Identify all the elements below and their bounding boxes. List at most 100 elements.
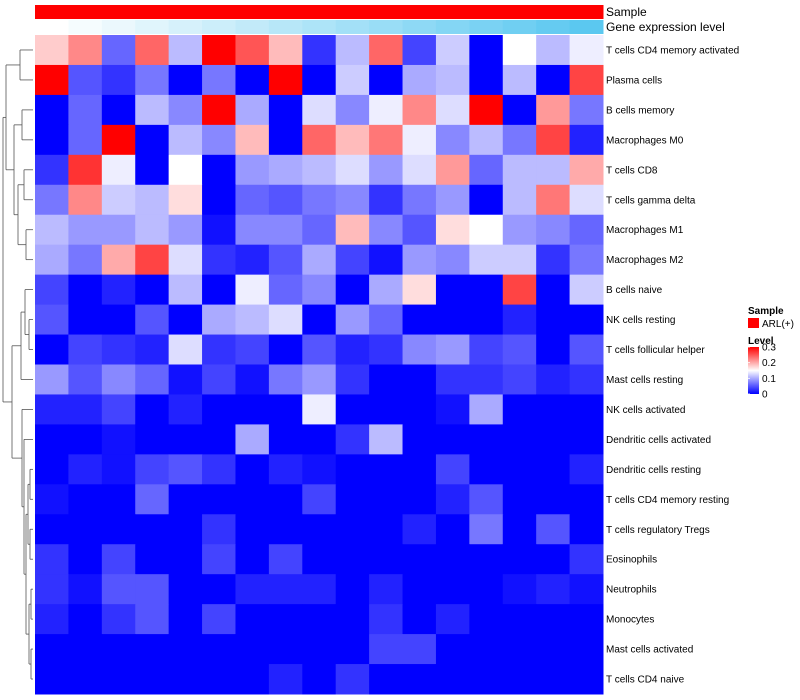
heatmap-cell (235, 274, 270, 306)
heatmap-cell (101, 274, 136, 306)
heatmap-cell (435, 394, 470, 425)
heatmap-cell (68, 64, 103, 96)
heatmap-cell (235, 394, 270, 425)
heatmap-cell (68, 394, 103, 425)
heatmap-cell (268, 184, 303, 216)
annotation-cell (369, 5, 404, 19)
heatmap-cell (335, 514, 370, 545)
heatmap-cell (469, 35, 504, 66)
heatmap-cell (536, 604, 571, 635)
heatmap-cell (235, 664, 270, 695)
heatmap-cell (101, 424, 136, 455)
heatmap-cell (369, 574, 404, 605)
heatmap-cell (569, 214, 604, 246)
heatmap-cell (569, 424, 604, 455)
heatmap-cell (202, 64, 236, 96)
heatmap-cell (369, 35, 404, 66)
row-label: Dendritic cells resting (606, 465, 701, 476)
heatmap-cell (202, 664, 236, 695)
heatmap-cell (536, 304, 571, 336)
heatmap-cell (202, 394, 236, 425)
heatmap-cell (302, 64, 337, 96)
annotation-cell (302, 5, 337, 19)
heatmap-cell (202, 124, 236, 156)
heatmap-cell (502, 214, 537, 246)
heatmap-cell (35, 364, 69, 395)
annotation-cell (369, 20, 404, 34)
heatmap-cell (402, 454, 437, 485)
heatmap-cell (235, 334, 270, 365)
heatmap-cell (202, 334, 236, 365)
heatmap-cell (469, 274, 504, 306)
heatmap-cell (168, 454, 203, 485)
heatmap-cell (502, 364, 537, 395)
heatmap-cell (302, 94, 337, 126)
annotation-cell (235, 20, 270, 34)
heatmap-cell (569, 124, 604, 156)
heatmap-cell (435, 214, 470, 246)
heatmap-cell (369, 544, 404, 575)
heatmap-cell (435, 274, 470, 306)
row-label: NK cells resting (606, 315, 675, 326)
legend-level-colorbar (748, 347, 759, 394)
heatmap-cell (369, 64, 404, 96)
heatmap-cell (536, 394, 571, 425)
heatmap-cell (335, 484, 370, 515)
annotation-cell (101, 5, 136, 19)
heatmap-cell (202, 454, 236, 485)
heatmap-cell (68, 664, 103, 695)
heatmap-cell (168, 574, 203, 605)
heatmap-cell (302, 454, 337, 485)
heatmap-cell (469, 64, 504, 96)
heatmap-cell (369, 274, 404, 306)
heatmap-cell (536, 514, 571, 545)
heatmap-cell (101, 334, 136, 365)
heatmap-cell (536, 454, 571, 485)
heatmap-cell (101, 604, 136, 635)
heatmap-cell (335, 184, 370, 216)
heatmap-cell (469, 484, 504, 515)
heatmap-cell (302, 35, 337, 66)
heatmap-cell (469, 454, 504, 485)
heatmap-cell (68, 364, 103, 395)
heatmap-cell (135, 184, 170, 216)
heatmap-cell (402, 94, 437, 126)
heatmap-cell (168, 214, 203, 246)
heatmap-cell (502, 634, 537, 665)
heatmap-cell (135, 304, 170, 336)
heatmap-cell (268, 274, 303, 306)
heatmap-cell (202, 35, 236, 66)
row-label: Macrophages M2 (606, 255, 684, 266)
heatmap-cell (435, 544, 470, 575)
heatmap-cell (135, 664, 170, 695)
heatmap-cell (402, 394, 437, 425)
heatmap-cell (202, 154, 236, 186)
row-label: Eosinophils (606, 555, 657, 566)
heatmap-cell (369, 604, 404, 635)
heatmap-cell (369, 214, 404, 246)
heatmap-cell (536, 364, 571, 395)
heatmap-cell (168, 184, 203, 216)
heatmap-cell (168, 124, 203, 156)
legend-sample-entry: ARL(+) (762, 319, 794, 330)
heatmap-cell (302, 604, 337, 635)
heatmap-cell (469, 304, 504, 336)
heatmap-cell (235, 35, 270, 66)
heatmap-cell (502, 274, 537, 306)
heatmap-cell (101, 544, 136, 575)
heatmap-cell (369, 454, 404, 485)
heatmap-cell (68, 124, 103, 156)
heatmap-cell (469, 364, 504, 395)
annotation-cell (435, 5, 470, 19)
heatmap-cell (502, 424, 537, 455)
heatmap-cell (68, 244, 103, 276)
heatmap-cell (569, 634, 604, 665)
heatmap-cell (502, 454, 537, 485)
heatmap-cell (268, 634, 303, 665)
heatmap-cell (402, 64, 437, 96)
heatmap-cell (202, 274, 236, 306)
heatmap-cell (536, 484, 571, 515)
heatmap-cell (536, 154, 571, 186)
heatmap-cell (402, 424, 437, 455)
